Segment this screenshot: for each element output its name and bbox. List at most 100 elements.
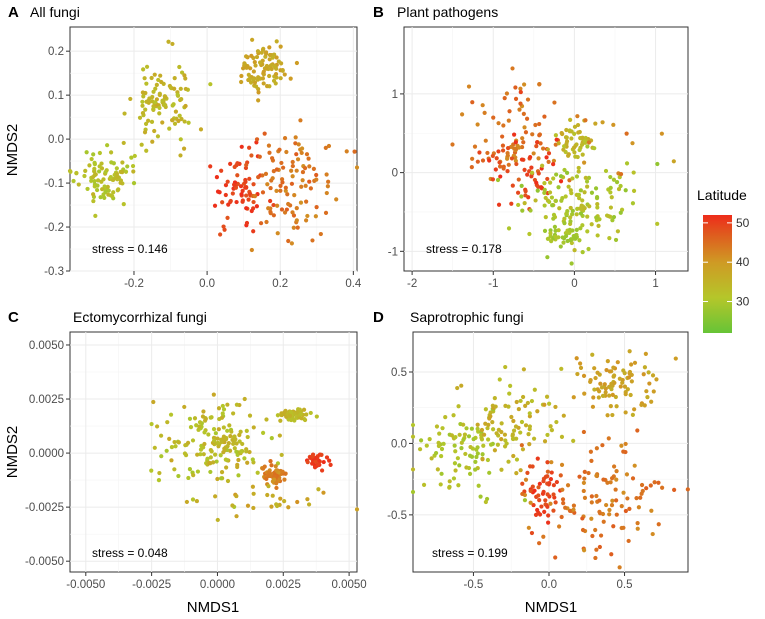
data-point [293,135,298,140]
data-point [282,210,288,215]
data-point [593,527,598,533]
data-point [222,446,227,451]
data-point [273,71,279,77]
data-point [604,502,609,508]
data-point [114,166,119,171]
data-point [455,385,460,391]
data-point [572,150,577,155]
data-point [163,94,168,100]
data-point [218,476,224,481]
data-point [244,193,249,198]
data-point [418,438,424,443]
data-point [242,396,247,402]
data-point [295,157,301,162]
data-point [586,470,591,476]
data-point [607,507,612,513]
data-point [251,505,256,511]
data-point [516,177,521,182]
data-point [499,467,504,472]
data-point [239,73,244,79]
data-point [219,168,224,173]
data-point [283,408,288,413]
data-point [515,190,521,195]
data-point [234,402,240,407]
data-point [649,508,654,513]
data-point [93,213,98,218]
x-tick-label: -0.0025 [132,579,171,591]
data-point [259,50,264,55]
data-point [254,137,260,142]
data-point [493,167,498,172]
data-point [352,149,357,154]
data-point [612,373,617,378]
data-point [480,103,485,108]
data-point [156,477,162,483]
data-point [141,67,146,72]
data-point [202,441,207,447]
data-point [306,156,311,161]
data-point [477,150,482,155]
data-point [278,418,283,423]
data-point [520,136,525,141]
data-point [326,179,331,184]
data-point [462,432,468,437]
data-point [553,500,558,505]
data-point [267,150,272,155]
data-point [498,174,503,179]
data-point [530,484,535,489]
data-point [98,195,103,200]
data-point [643,351,648,356]
data-point [76,182,81,187]
data-point [157,105,162,110]
data-point [236,457,241,463]
data-point [447,479,452,484]
data-point [290,174,295,179]
data-point [233,185,239,190]
data-point [421,482,427,487]
data-point [600,443,605,448]
data-point [110,194,115,199]
data-point [334,197,339,202]
data-point [221,450,226,455]
data-point [451,413,456,418]
data-point [542,190,547,195]
data-point [525,97,531,102]
data-point [172,121,178,126]
data-point [558,179,564,184]
data-point [287,413,293,418]
data-point [176,118,181,124]
data-point [618,171,624,177]
data-point [523,423,529,428]
data-point [523,193,528,198]
panel-a-points [67,37,360,253]
data-point [544,155,549,160]
data-point [227,423,232,428]
data-point [262,464,267,469]
data-point [144,64,150,69]
data-point [522,82,527,87]
data-point [314,414,319,419]
data-point [129,155,134,160]
data-point [499,421,504,426]
y-tick-label: 0.0 [48,134,64,146]
data-point [644,486,649,491]
data-point [222,227,227,232]
data-point [239,79,244,85]
data-point [501,123,506,128]
data-point [82,173,87,179]
data-point [436,440,441,445]
data-point [626,538,631,544]
data-point [537,541,542,546]
data-point [92,179,97,184]
data-point [505,156,510,161]
data-point [579,142,585,147]
data-point [270,156,275,161]
data-point [264,417,269,422]
data-point [243,179,248,184]
data-point [506,226,512,231]
data-point [214,459,219,464]
data-point [308,186,313,191]
data-point [326,143,332,149]
data-point [509,156,515,161]
data-point [354,507,360,512]
